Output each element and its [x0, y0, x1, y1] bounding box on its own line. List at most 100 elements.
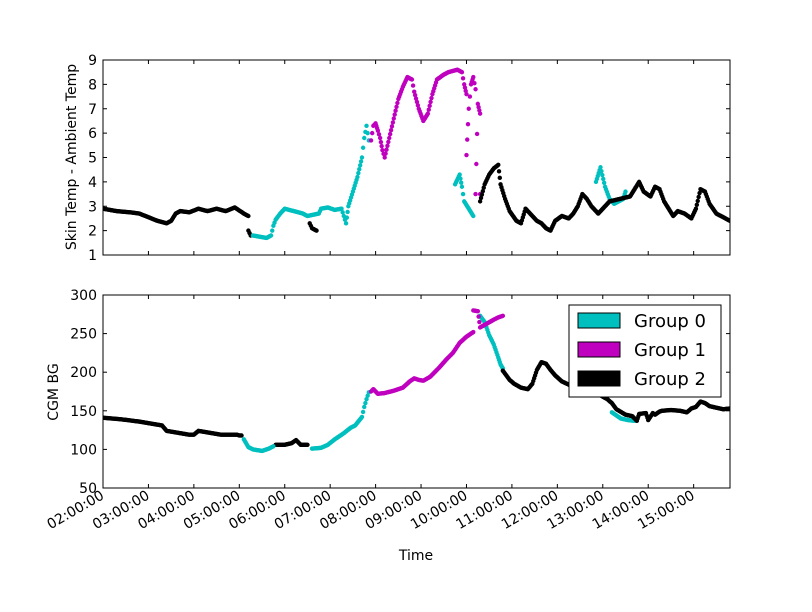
data-point-group-1 — [473, 191, 478, 197]
data-point-group-2 — [780, 202, 784, 206]
top-y-tick-label: 9 — [88, 53, 97, 69]
data-point-group-1 — [427, 103, 432, 109]
data-point-group-1 — [466, 106, 471, 111]
data-point-group-2 — [751, 217, 755, 221]
data-point-group-2 — [731, 218, 735, 222]
data-point-group-2 — [757, 217, 761, 221]
data-point-group-1 — [464, 91, 469, 97]
data-point-group-1 — [387, 135, 392, 141]
data-point-group-2 — [731, 218, 735, 222]
data-point-group-2 — [697, 190, 702, 196]
data-point-group-2 — [695, 198, 700, 204]
data-point-group-2 — [750, 218, 754, 222]
top-x-ticks — [102, 60, 695, 255]
legend-label: Group 1 — [634, 340, 706, 361]
data-point-group-1 — [391, 116, 396, 121]
data-point-group-0 — [623, 189, 628, 194]
top-y-tick-label: 5 — [88, 151, 97, 167]
bottom-y-axis-label: CGM BG — [46, 363, 62, 420]
data-point-group-1 — [412, 92, 418, 98]
data-point-group-1 — [467, 94, 473, 99]
x-axis-label: Time — [398, 548, 433, 564]
data-point-group-1 — [368, 138, 374, 143]
data-point-group-0 — [358, 159, 364, 164]
data-point-group-0 — [363, 400, 368, 406]
bottom-y-tick-label: 300 — [70, 288, 97, 304]
legend-label: Group 0 — [634, 311, 706, 332]
data-point-group-2 — [246, 213, 251, 219]
data-point-group-1 — [377, 135, 383, 141]
data-point-group-1 — [414, 99, 420, 105]
data-point-group-2 — [758, 217, 762, 221]
data-point-group-0 — [268, 233, 274, 238]
data-point-group-2 — [768, 210, 772, 214]
data-point-group-2 — [738, 216, 742, 220]
data-point-group-0 — [339, 206, 344, 211]
data-point-group-0 — [364, 123, 369, 129]
data-point-group-2 — [694, 202, 700, 207]
data-point-group-2 — [729, 219, 730, 222]
data-point-group-1 — [465, 121, 471, 127]
data-point-group-2 — [761, 217, 765, 221]
top-y-tick-label: 1 — [88, 248, 97, 264]
data-point-group-2 — [741, 217, 745, 221]
data-point-group-1 — [500, 313, 506, 319]
data-point-group-2 — [764, 215, 768, 219]
data-point-group-0 — [340, 210, 345, 215]
data-point-group-2 — [758, 217, 762, 221]
top-y-tick-label: 8 — [88, 77, 97, 93]
data-point-group-0 — [271, 444, 276, 449]
data-point-group-2 — [766, 213, 770, 217]
data-point-group-2 — [781, 201, 785, 205]
data-point-group-1 — [473, 87, 478, 92]
data-point-group-2 — [777, 204, 781, 208]
data-point-group-0 — [362, 404, 367, 410]
data-point-group-0 — [357, 167, 362, 172]
data-point-group-1 — [477, 111, 483, 116]
data-point-group-1 — [385, 143, 390, 148]
data-point-group-2 — [737, 216, 741, 220]
data-point-group-2 — [778, 203, 782, 207]
top-y-tick-label: 3 — [88, 199, 97, 215]
data-point-group-1 — [409, 77, 415, 82]
data-point-group-2 — [728, 218, 730, 223]
data-point-group-0 — [600, 172, 605, 178]
bottom-y-tick-label: 150 — [70, 404, 97, 420]
data-point-group-1 — [429, 95, 434, 101]
data-point-group-2 — [759, 217, 763, 221]
data-point-group-0 — [360, 409, 366, 415]
data-point-group-1 — [428, 99, 433, 105]
data-point-group-2 — [769, 210, 773, 214]
data-point-group-1 — [471, 329, 476, 335]
data-point-group-2 — [771, 208, 775, 212]
data-point-group-1 — [472, 80, 477, 86]
data-point-group-2 — [753, 217, 757, 221]
bottom-points-group — [103, 308, 730, 454]
data-point-group-1 — [375, 128, 381, 133]
data-point-group-2 — [746, 219, 750, 223]
data-point-group-1 — [415, 103, 421, 108]
data-point-group-0 — [471, 213, 476, 219]
data-point-group-2 — [767, 211, 771, 215]
data-point-group-0 — [459, 184, 465, 189]
data-point-group-0 — [365, 393, 370, 398]
data-point-group-2 — [733, 217, 737, 221]
data-point-group-2 — [741, 217, 745, 221]
data-point-group-2 — [745, 218, 749, 222]
data-point-group-0 — [343, 221, 349, 226]
data-point-group-2 — [749, 218, 753, 222]
data-point-group-1 — [390, 120, 396, 125]
data-point-group-2 — [783, 200, 787, 204]
data-point-group-1 — [475, 309, 481, 314]
data-point-group-2 — [765, 214, 769, 218]
data-point-group-1 — [370, 130, 375, 136]
data-point-group-0 — [355, 174, 360, 180]
data-point-group-0 — [359, 414, 365, 420]
top-data-points — [103, 67, 787, 241]
bottom-y-ticks: 50 100 150 200 250 300 — [70, 288, 730, 497]
data-point-group-1 — [389, 124, 395, 129]
data-point-group-1 — [384, 147, 389, 152]
data-point-group-2 — [773, 206, 777, 210]
data-point-group-2 — [239, 433, 244, 438]
data-point-group-2 — [747, 218, 751, 222]
